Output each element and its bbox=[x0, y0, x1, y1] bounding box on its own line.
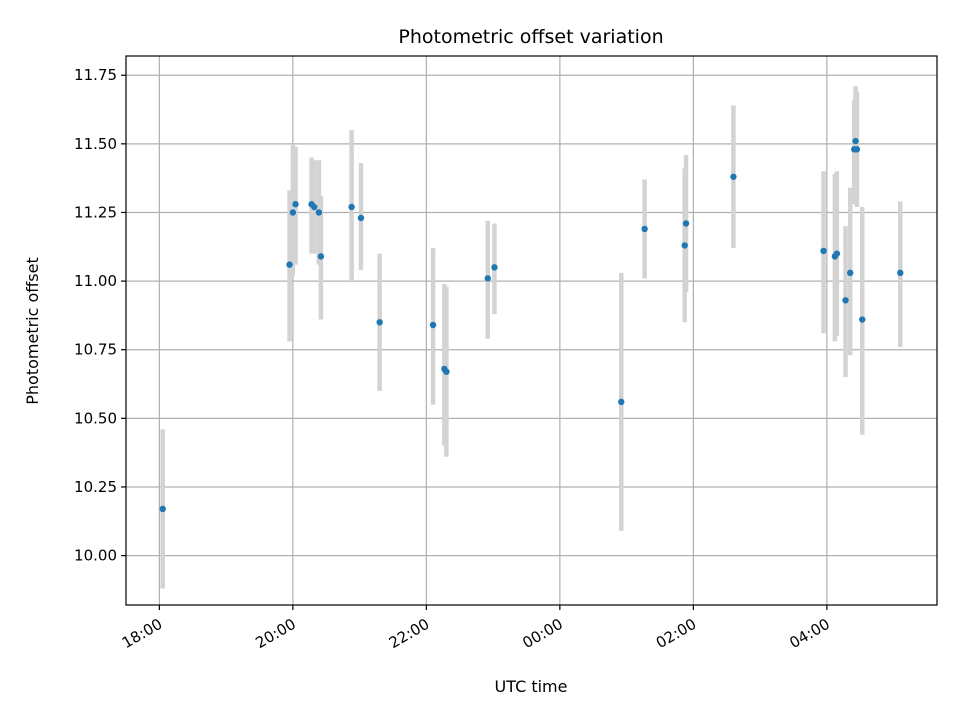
data-point bbox=[429, 321, 437, 329]
data-point bbox=[681, 242, 688, 249]
data-point bbox=[820, 247, 827, 255]
data-point bbox=[311, 203, 318, 211]
data-point bbox=[897, 269, 904, 277]
y-tick-label: 11.75 bbox=[74, 66, 117, 84]
data-point bbox=[159, 505, 166, 513]
y-tick-label: 11.25 bbox=[74, 203, 117, 221]
data-point bbox=[833, 250, 841, 257]
data-point bbox=[618, 398, 625, 406]
y-tick-label: 10.00 bbox=[74, 547, 117, 565]
y-axis-title: Photometric offset bbox=[23, 257, 42, 405]
data-point bbox=[286, 261, 293, 268]
data-point bbox=[315, 209, 323, 216]
data-point bbox=[859, 316, 866, 323]
data-point bbox=[852, 137, 859, 145]
data-point bbox=[730, 173, 737, 180]
data-point bbox=[641, 225, 648, 233]
data-point bbox=[292, 201, 299, 208]
data-point bbox=[853, 146, 861, 153]
y-tick-label: 10.75 bbox=[74, 341, 117, 359]
y-tick-label: 11.50 bbox=[74, 135, 117, 153]
y-tick-label: 10.50 bbox=[74, 409, 117, 427]
y-tick-label: 10.25 bbox=[74, 478, 117, 496]
data-point bbox=[682, 220, 690, 227]
point-layer bbox=[159, 137, 904, 513]
data-point bbox=[842, 297, 849, 304]
data-point bbox=[317, 253, 325, 260]
plot-frame bbox=[125, 55, 938, 606]
data-point bbox=[376, 319, 383, 326]
data-point bbox=[357, 214, 365, 222]
grid-layer bbox=[126, 56, 937, 605]
x-axis-title: UTC time bbox=[495, 677, 568, 696]
data-point bbox=[484, 275, 491, 282]
data-point bbox=[491, 264, 498, 271]
chart-title: Photometric offset variation bbox=[398, 26, 663, 48]
data-point bbox=[348, 203, 355, 211]
data-point bbox=[443, 368, 450, 375]
data-point bbox=[847, 269, 854, 277]
y-tick-label: 11.00 bbox=[74, 272, 117, 290]
data-point bbox=[289, 209, 297, 216]
